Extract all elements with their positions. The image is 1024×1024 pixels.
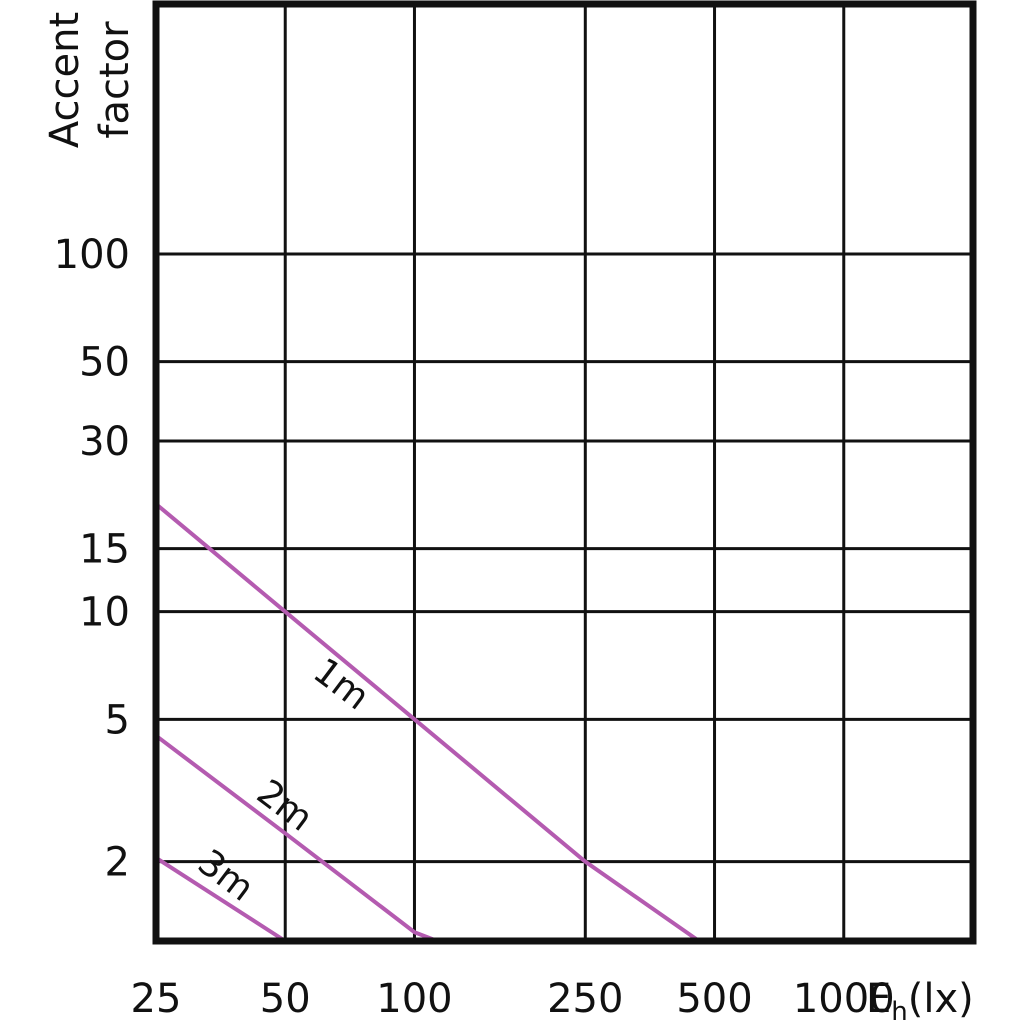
series-lines	[154, 502, 701, 943]
y-tick-label: 30	[79, 419, 130, 465]
series-label-3m: 3m	[190, 842, 261, 910]
series-line-3m	[154, 856, 287, 943]
series-label-1m: 1m	[306, 651, 377, 719]
y-tick-label: 10	[79, 590, 130, 636]
y-tick-label: 5	[105, 697, 130, 743]
x-tick-label: 1000	[793, 976, 895, 1022]
series-line-2m	[154, 734, 439, 943]
x-axis-title-main: E	[866, 976, 891, 1022]
x-tick-label: 50	[260, 976, 311, 1022]
series-line-1m	[154, 502, 701, 943]
y-tick-label: 15	[79, 527, 130, 573]
x-axis-title-unit: (lx)	[908, 976, 974, 1022]
y-tick-label: 50	[79, 340, 130, 386]
y-tick-label: 100	[54, 232, 130, 278]
x-tick-label: 100	[376, 976, 452, 1022]
x-tick-labels: 25 50 100 250 500 1000	[131, 976, 895, 1022]
horizontal-gridlines	[156, 252, 973, 864]
plot-frame	[152, 0, 977, 945]
x-tick-label: 500	[676, 976, 752, 1022]
y-tick-labels: 2 5 10 15 30 50 100	[54, 232, 130, 886]
x-tick-label: 25	[131, 976, 182, 1022]
x-tick-label: 250	[547, 976, 623, 1022]
x-axis-title: Eh(lx)	[866, 976, 974, 1024]
y-axis-title-line2: factor	[92, 21, 138, 139]
series-label-2m: 2m	[249, 772, 320, 840]
y-tick-label: 2	[105, 840, 130, 886]
vertical-gridlines	[283, 4, 846, 941]
x-axis-title-subscript: h	[891, 997, 907, 1024]
y-axis-title-line1: Accent	[42, 12, 88, 148]
